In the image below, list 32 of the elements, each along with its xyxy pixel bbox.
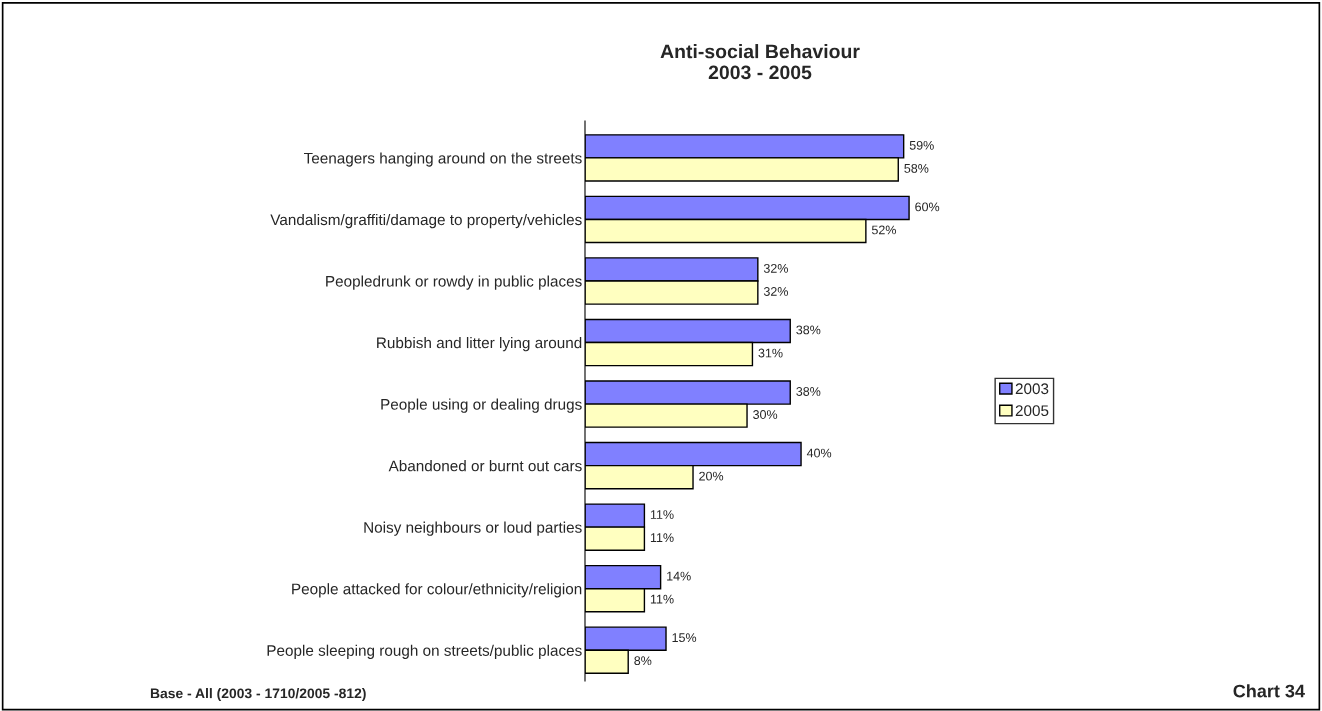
data-label: 31% [758,348,783,358]
data-label: 20% [699,471,724,481]
data-label: 38% [796,325,821,335]
data-label: 58% [904,163,929,173]
data-label: 32% [763,263,788,273]
data-label: 11% [650,594,674,604]
chart-title: Anti-social Behaviour 2003 - 2005 [660,44,860,80]
data-label: 14% [667,571,691,581]
y-tick-label: Noisy neighbours or loud parties [364,521,582,536]
data-label: 40% [806,448,832,458]
y-tick-label: Rubbish and litter lying around [377,337,582,352]
data-label: 15% [672,633,697,643]
y-tick-label: People using or dealing drugs [381,398,582,413]
y-tick-label: Peopledrunk or rowdy in public places [326,275,582,290]
y-tick-label: Vandalism/graffiti/damage to property/vehicles [270,213,582,229]
data-label: 30% [753,410,778,419]
y-tick-label: People attacked for colour/ethnicity/religion [292,583,582,598]
legend-label: 2003 [1015,383,1049,395]
y-tick-label: Abandoned or burnt out cars [388,460,582,472]
data-label: 11% [650,533,674,542]
data-label: 59% [909,140,934,150]
caption: Chart 34 [1233,684,1305,698]
legend-label: 2005 [1015,405,1049,417]
y-tick-label: People sleeping rough on streets/public places [267,644,582,659]
data-label: 8% [634,656,652,666]
data-label: 60% [915,202,940,212]
data-label: 32% [763,287,788,296]
data-label: 52% [871,225,896,235]
y-tick-label: Teenagers hanging around on the streets [304,152,582,167]
text: Base - All (2003 - 1710/2005 -812) [150,688,366,701]
data-label: 11% [650,510,674,519]
data-label: 38% [796,387,821,396]
